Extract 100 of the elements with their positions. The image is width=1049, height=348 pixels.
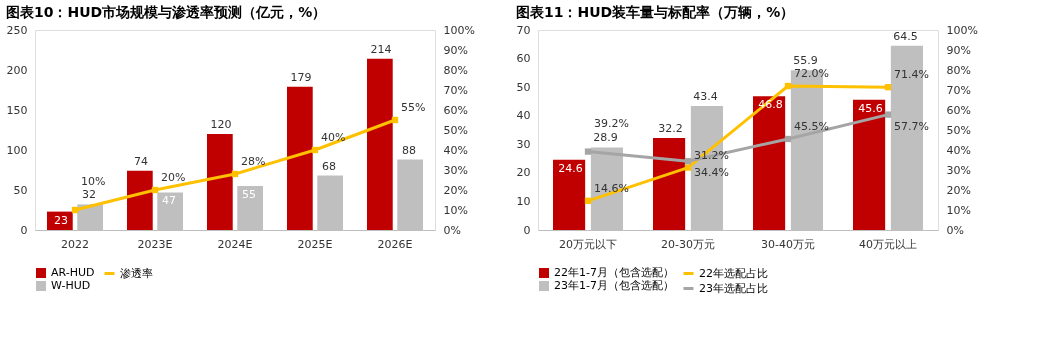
y-tick-label: 50	[13, 183, 28, 197]
x-tick-label: 20万元以下	[559, 237, 617, 251]
x-tick-label: 2025E	[297, 237, 333, 251]
data-label: 10%	[81, 175, 106, 188]
point	[884, 84, 892, 91]
bar	[653, 138, 686, 230]
y-tick-label: 0	[20, 223, 28, 237]
data-label: 55	[242, 188, 256, 201]
y2-tick-label: 0%	[946, 223, 964, 237]
data-label: 45.5%	[794, 120, 829, 133]
legend-label: AR-HUD	[51, 266, 95, 279]
y2-tick-label: 60%	[946, 103, 971, 117]
y-tick-label: 100	[6, 143, 28, 157]
point	[884, 111, 892, 118]
data-label: 39.2%	[594, 116, 629, 130]
y-tick-label: 30	[516, 137, 531, 151]
bar	[553, 159, 586, 230]
y2-tick-label: 40%	[946, 143, 971, 157]
data-label: 45.6	[858, 101, 883, 115]
data-label: 23	[54, 213, 68, 227]
y2-tick-label: 40%	[443, 143, 468, 157]
data-label: 31.2%	[694, 148, 729, 162]
y-tick-label: 150	[6, 103, 28, 117]
x-tick-label: 40万元以上	[859, 237, 917, 251]
x-tick-label: 2022	[61, 237, 89, 251]
y2-tick-label: 10%	[443, 203, 468, 217]
bar	[127, 170, 153, 230]
y2-tick-label: 0%	[443, 223, 461, 237]
data-label: 68	[322, 159, 336, 173]
data-label: 64.5	[893, 29, 918, 43]
y2-tick-label: 10%	[946, 203, 971, 217]
legend-label: W-HUD	[51, 279, 91, 292]
y-tick-label: 250	[6, 23, 28, 37]
y2-tick-label: 20%	[443, 183, 468, 197]
data-label: 74	[134, 154, 148, 168]
y-tick-label: 20	[516, 166, 531, 180]
data-label: 57.7%	[894, 119, 929, 133]
data-label: 32	[82, 188, 96, 202]
point	[311, 146, 319, 154]
point	[584, 197, 592, 204]
data-label: 40%	[321, 131, 346, 144]
data-label: 28.9	[593, 131, 618, 145]
data-label: 72.0%	[794, 67, 829, 80]
y2-tick-label: 60%	[443, 103, 468, 117]
data-label: 47	[162, 194, 176, 208]
x-tick-label: 2026E	[377, 237, 413, 251]
x-tick-label: 2024E	[217, 237, 253, 251]
y2-tick-label: 20%	[946, 183, 971, 197]
data-label: 32.2	[658, 122, 683, 135]
y2-tick-label: 80%	[443, 63, 468, 77]
legend-label: 22年1-7月（包含选配）	[554, 266, 674, 279]
legend-label: 23年1-7月（包含选配）	[554, 279, 674, 292]
bar	[207, 134, 233, 230]
point	[684, 164, 692, 171]
y-tick-label: 10	[516, 194, 531, 208]
bar	[367, 58, 393, 230]
point	[784, 82, 792, 90]
data-label: 43.4	[693, 90, 718, 103]
y-tick-label: 40	[516, 109, 531, 123]
data-label: 20%	[161, 171, 186, 184]
legend-label: 22年选配占比	[699, 266, 768, 280]
data-label: 88	[402, 143, 416, 157]
data-label: 24.6	[558, 161, 583, 175]
y2-tick-label: 70%	[443, 83, 468, 97]
x-tick-label: 2023E	[137, 237, 173, 251]
data-label: 120	[210, 118, 232, 131]
data-label: 28%	[241, 155, 266, 168]
point	[231, 170, 239, 178]
x-tick-label: 20-30万元	[661, 237, 715, 251]
y2-tick-label: 90%	[946, 43, 971, 57]
y2-tick-label: 100%	[946, 23, 978, 37]
y-tick-label: 70	[516, 23, 531, 37]
bar	[287, 86, 313, 230]
y2-tick-label: 100%	[443, 23, 475, 37]
y2-tick-label: 70%	[946, 83, 971, 97]
x-tick-label: 30-40万元	[761, 237, 815, 251]
data-label: 55%	[401, 101, 426, 114]
y2-tick-label: 80%	[946, 63, 971, 77]
data-label: 179	[290, 70, 312, 84]
point	[151, 186, 159, 194]
point	[391, 116, 399, 124]
data-label: 55.9	[793, 54, 818, 68]
chart-title: 图表11：HUD装车量与标配率（万辆，%）	[516, 4, 795, 20]
point	[784, 135, 792, 143]
legend-label: 23年选配占比	[699, 281, 768, 295]
y-tick-label: 60	[516, 52, 531, 66]
chart-title: 图表10：HUD市场规模与渗透率预测（亿元，%）	[6, 4, 327, 20]
y2-tick-label: 30%	[946, 163, 971, 177]
point	[71, 206, 79, 214]
y2-tick-label: 50%	[946, 123, 971, 137]
data-label: 71.4%	[894, 68, 929, 82]
y-tick-label: 0	[523, 223, 531, 237]
data-label: 34.4%	[694, 166, 729, 180]
y-tick-label: 50	[516, 80, 531, 94]
data-label: 214	[370, 42, 392, 56]
y2-tick-label: 90%	[443, 43, 468, 57]
point	[684, 158, 692, 165]
point	[584, 148, 592, 155]
bar	[853, 99, 886, 230]
bar	[753, 96, 786, 230]
